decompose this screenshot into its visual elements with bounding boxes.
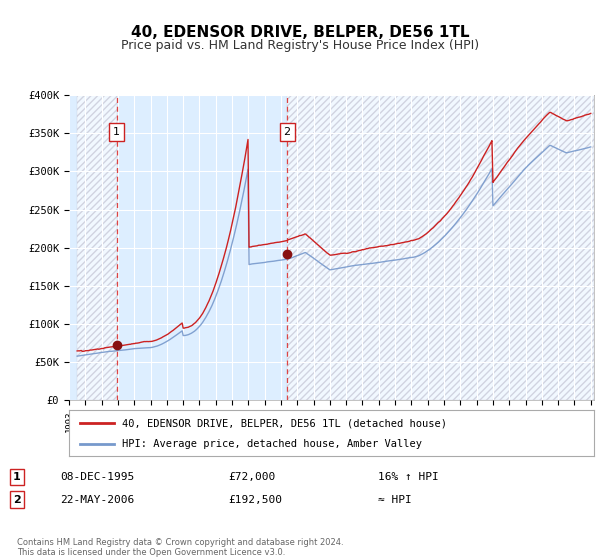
- Text: £72,000: £72,000: [228, 472, 275, 482]
- Text: 40, EDENSOR DRIVE, BELPER, DE56 1TL (detached house): 40, EDENSOR DRIVE, BELPER, DE56 1TL (det…: [121, 418, 446, 428]
- Text: 2: 2: [13, 494, 20, 505]
- Text: Contains HM Land Registry data © Crown copyright and database right 2024.
This d: Contains HM Land Registry data © Crown c…: [17, 538, 343, 557]
- Text: 40, EDENSOR DRIVE, BELPER, DE56 1TL: 40, EDENSOR DRIVE, BELPER, DE56 1TL: [131, 25, 469, 40]
- Text: 16% ↑ HPI: 16% ↑ HPI: [378, 472, 439, 482]
- Text: Price paid vs. HM Land Registry's House Price Index (HPI): Price paid vs. HM Land Registry's House …: [121, 39, 479, 52]
- Text: 22-MAY-2006: 22-MAY-2006: [60, 494, 134, 505]
- Bar: [77, 95, 116, 400]
- Text: 1: 1: [113, 127, 120, 137]
- Text: ≈ HPI: ≈ HPI: [378, 494, 412, 505]
- Bar: [287, 95, 594, 400]
- Text: 1: 1: [13, 472, 20, 482]
- Text: 08-DEC-1995: 08-DEC-1995: [60, 472, 134, 482]
- Text: 2: 2: [284, 127, 291, 137]
- Bar: [116, 95, 287, 400]
- Text: HPI: Average price, detached house, Amber Valley: HPI: Average price, detached house, Ambe…: [121, 440, 421, 450]
- Text: £192,500: £192,500: [228, 494, 282, 505]
